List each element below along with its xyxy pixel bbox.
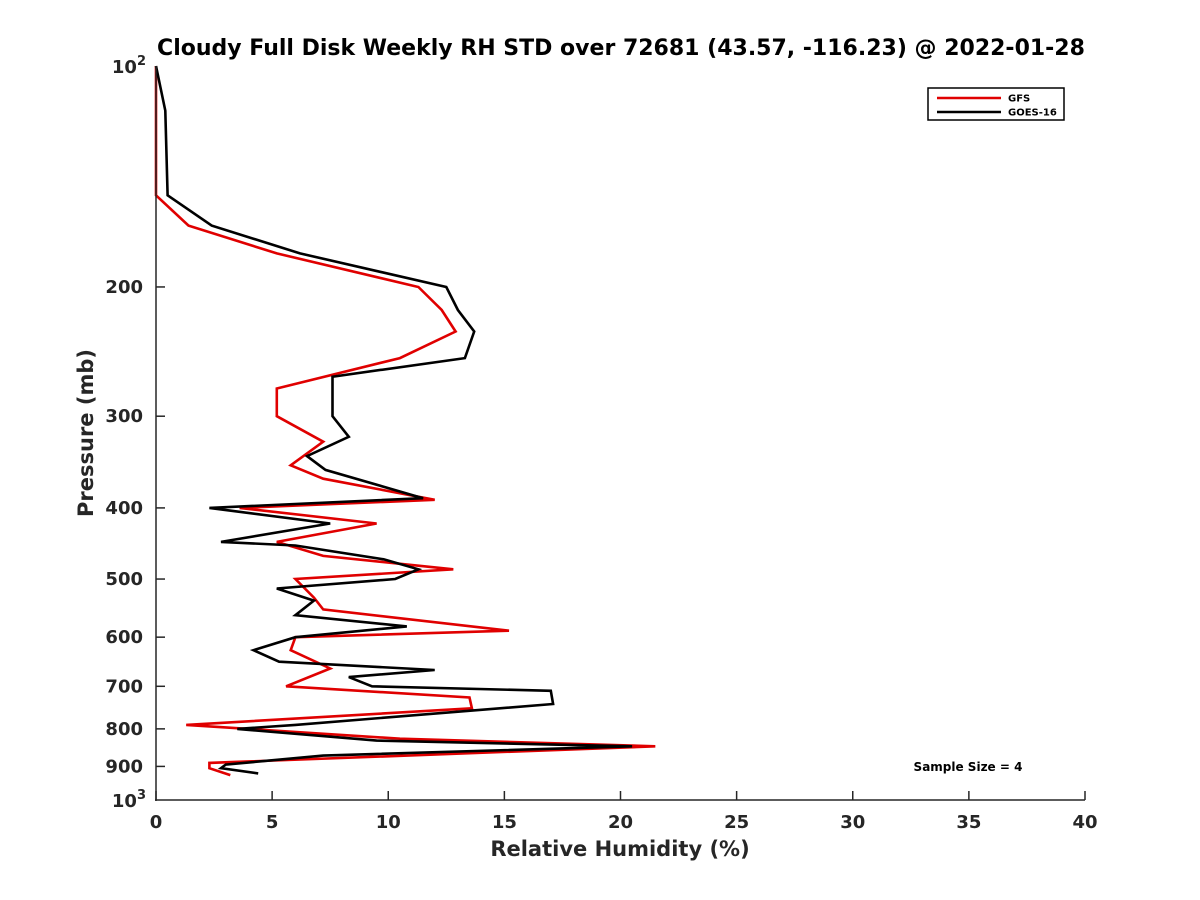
series-line-gfs [154,66,656,777]
y-tick-label: 200 [105,277,143,298]
y-tick-label: 300 [105,406,143,427]
x-tick-label: 0 [150,812,163,833]
y-tick-label: 900 [105,756,143,777]
x-axis-title: Relative Humidity (%) [490,837,749,861]
sample-size-annotation: Sample Size = 4 [914,760,1023,774]
y-limit-label: 102 [112,54,146,78]
x-tick-label: 25 [724,812,749,833]
y-axis-title: Pressure (mb) [74,349,98,517]
y-limit-label: 103 [112,788,146,812]
y-tick-label: 500 [105,569,143,590]
x-tick-label: 5 [266,812,279,833]
x-axis: 0 5 10 15 20 25 30 35 40 [150,791,1098,833]
x-tick-label: 10 [376,812,401,833]
x-tick-label: 30 [840,812,865,833]
y-tick-label: 600 [105,627,143,648]
legend: GFS GOES-16 [927,87,1065,121]
y-tick-label: 800 [105,719,143,740]
y-tick-label: 400 [105,498,143,519]
x-tick-label: 40 [1072,812,1097,833]
x-tick-label: 35 [956,812,981,833]
legend-label-goes-16: GOES-16 [1008,108,1057,119]
y-axis: 200 300 400 500 600 700 800 900 102 103 [105,54,165,812]
legend-box [927,87,1065,121]
legend-label-gfs: GFS [1008,94,1030,105]
chart-title: Cloudy Full Disk Weekly RH STD over 7268… [157,36,1085,61]
x-tick-label: 20 [608,812,633,833]
plot-area [154,65,656,777]
series-line-goes-16 [154,65,633,775]
y-tick-label: 700 [105,676,143,697]
x-tick-label: 15 [492,812,517,833]
